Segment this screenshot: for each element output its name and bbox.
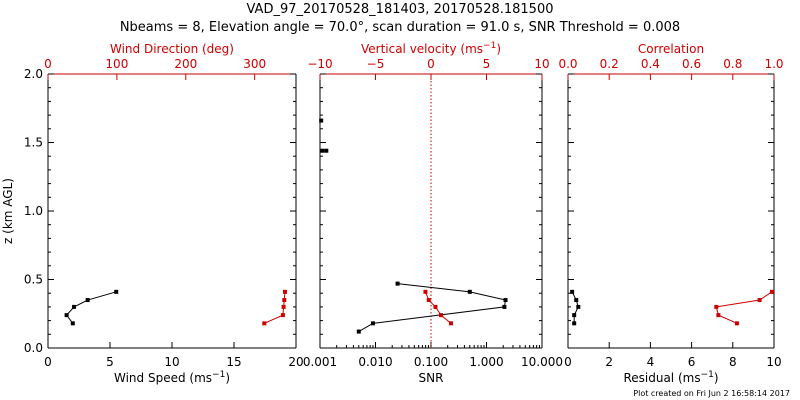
bottom-tick-label: 0.001 <box>303 355 337 369</box>
top-tick-label: 200 <box>174 57 197 71</box>
bottom-tick-label: 10.000 <box>521 355 563 369</box>
series-point <box>64 313 69 318</box>
bottom-axis-label: Wind Speed (ms−1) <box>114 370 230 385</box>
bottom-tick-label: 10 <box>164 355 179 369</box>
top-tick-label: −5 <box>367 57 385 71</box>
series-point <box>503 298 508 303</box>
bottom-axis-label: Residual (ms−1) <box>623 370 718 385</box>
top-tick-label: 0.4 <box>641 57 660 71</box>
figure-title-line1: VAD_97_20170528_181403, 20170528.181500 <box>247 2 554 17</box>
top-tick-label: 100 <box>105 57 128 71</box>
figure-title-line2: Nbeams = 8, Elevation angle = 70.0°, sca… <box>120 20 680 35</box>
bottom-tick-label: 0 <box>44 355 52 369</box>
series-point <box>572 321 577 326</box>
top-tick-label: 10 <box>534 57 549 71</box>
series-point <box>734 321 739 326</box>
top-axis-label: Wind Direction (deg) <box>110 42 234 56</box>
series-point <box>356 329 361 334</box>
panel-vertical-velocity: 0.001 0.010 0.100 1.000 10.000 SNR −10 −5 0 5 10 Ve… <box>303 41 563 385</box>
series-point <box>281 304 286 309</box>
bottom-axis-label: SNR <box>419 371 444 385</box>
y-axis-label: z (km AGL) <box>1 178 15 244</box>
y-tick-label: 1.5 <box>24 136 43 150</box>
series-point <box>769 289 774 294</box>
series-line <box>358 283 507 332</box>
series-point <box>576 304 581 309</box>
top-tick-label: 0.2 <box>600 57 619 71</box>
bottom-tick-label: 4 <box>647 355 655 369</box>
bottom-tick-label: 2 <box>605 355 613 369</box>
top-tick-label: 0.0 <box>558 57 577 71</box>
top-tick-label: 0.8 <box>723 57 742 71</box>
top-axis-label: Vertical velocity (ms−1) <box>361 41 501 56</box>
series-point <box>72 304 77 309</box>
series-point <box>502 304 507 309</box>
bottom-tick-label: 1.000 <box>469 355 503 369</box>
series-point <box>280 313 285 318</box>
bottom-tick-label: 0.010 <box>358 355 392 369</box>
top-tick-label: 300 <box>243 57 266 71</box>
plot-created-footer: Plot created on Fri Jun 2 16:58:14 2017 <box>633 389 790 398</box>
top-tick-label: 1.0 <box>764 57 783 71</box>
series-point <box>572 313 577 318</box>
top-axis-label: Correlation <box>638 42 704 56</box>
series-point <box>448 321 453 326</box>
series-point <box>438 313 443 318</box>
series-point <box>85 298 90 303</box>
series-point <box>324 148 329 153</box>
bottom-tick-label: 6 <box>688 355 696 369</box>
top-tick-label: −10 <box>307 57 332 71</box>
series-point <box>757 298 762 303</box>
top-tick-label: 5 <box>483 57 491 71</box>
series-point <box>114 289 119 294</box>
series-point <box>716 313 721 318</box>
bottom-tick-label: 0 <box>564 355 572 369</box>
bottom-tick-label: 15 <box>226 355 241 369</box>
series-point <box>320 148 325 153</box>
y-tick-label: 1.0 <box>24 204 43 218</box>
series-point <box>262 321 267 326</box>
top-tick-label: 0.6 <box>682 57 701 71</box>
series-point <box>570 289 575 294</box>
series-point <box>574 298 579 303</box>
series-point <box>714 304 719 309</box>
bottom-tick-label: 0.100 <box>414 355 448 369</box>
series-point <box>282 289 287 294</box>
bottom-tick-label: 10 <box>766 355 781 369</box>
series-point <box>70 321 75 326</box>
bottom-tick-label: 20 <box>288 355 303 369</box>
series-line <box>424 291 452 324</box>
series-point <box>370 321 375 326</box>
series-point <box>319 118 324 123</box>
bottom-tick-label: 8 <box>729 355 737 369</box>
series-point <box>423 289 428 294</box>
series-point <box>282 298 287 303</box>
series-point <box>467 289 472 294</box>
panel-correlation: 0 2 4 6 8 10 Residual (ms−1) 0.0 0.2 0.4 0.6 0.8 1.0… <box>558 42 783 385</box>
series-point <box>395 281 400 286</box>
top-tick-label: 0 <box>44 57 52 71</box>
series-point <box>426 298 431 303</box>
series-point <box>433 304 438 309</box>
y-tick-label: 0.5 <box>24 273 43 287</box>
series-line <box>715 291 773 324</box>
y-tick-label: 2.0 <box>24 67 43 81</box>
panel-wind: 0.0 0.5 1.0 1.5 2.0 z (km AGL) 0 5 10 15 20 Wind Sp… <box>1 42 304 385</box>
top-tick-label: 0 <box>427 57 435 71</box>
y-tick-label: 0.0 <box>24 341 43 355</box>
bottom-tick-label: 5 <box>106 355 114 369</box>
